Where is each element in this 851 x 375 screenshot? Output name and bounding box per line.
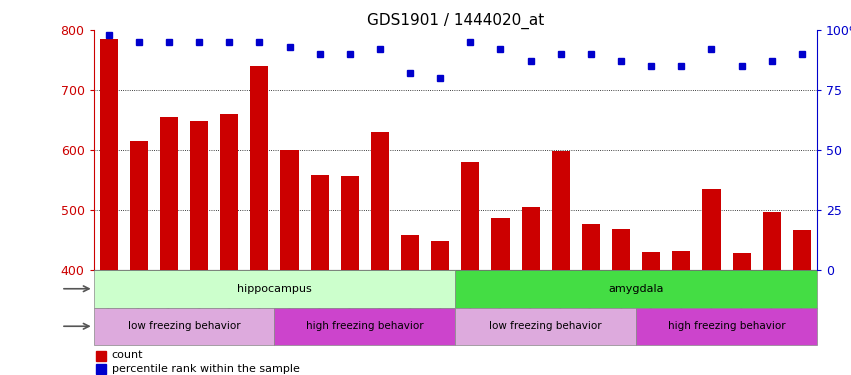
Bar <box>274 308 455 345</box>
Bar <box>220 114 238 270</box>
Bar <box>612 229 630 270</box>
Title: GDS1901 / 1444020_at: GDS1901 / 1444020_at <box>367 12 544 28</box>
Bar <box>455 308 636 345</box>
Bar <box>281 150 299 270</box>
Bar <box>100 39 117 270</box>
Bar <box>455 270 817 308</box>
Bar <box>551 151 570 270</box>
Bar <box>582 224 600 270</box>
Text: percentile rank within the sample: percentile rank within the sample <box>111 364 300 374</box>
Bar <box>461 162 479 270</box>
Bar <box>431 241 449 270</box>
Bar <box>491 218 510 270</box>
Text: low freezing behavior: low freezing behavior <box>128 321 240 331</box>
Text: high freezing behavior: high freezing behavior <box>668 321 785 331</box>
Text: low freezing behavior: low freezing behavior <box>489 321 602 331</box>
Bar <box>401 235 419 270</box>
Bar <box>672 251 690 270</box>
Bar <box>160 117 178 270</box>
Text: count: count <box>111 351 143 360</box>
Bar <box>793 230 811 270</box>
Bar <box>522 207 540 270</box>
Bar <box>250 66 268 270</box>
Bar <box>643 252 660 270</box>
Bar <box>340 176 359 270</box>
Bar <box>636 308 817 345</box>
Text: high freezing behavior: high freezing behavior <box>306 321 424 331</box>
Text: hippocampus: hippocampus <box>237 284 311 294</box>
Bar <box>129 141 148 270</box>
Bar <box>733 253 751 270</box>
Bar <box>94 270 455 308</box>
Bar <box>371 132 389 270</box>
Text: amygdala: amygdala <box>608 284 664 294</box>
Bar <box>94 308 274 345</box>
Bar <box>702 189 721 270</box>
Bar <box>311 175 328 270</box>
Bar <box>762 212 780 270</box>
Bar <box>190 121 208 270</box>
